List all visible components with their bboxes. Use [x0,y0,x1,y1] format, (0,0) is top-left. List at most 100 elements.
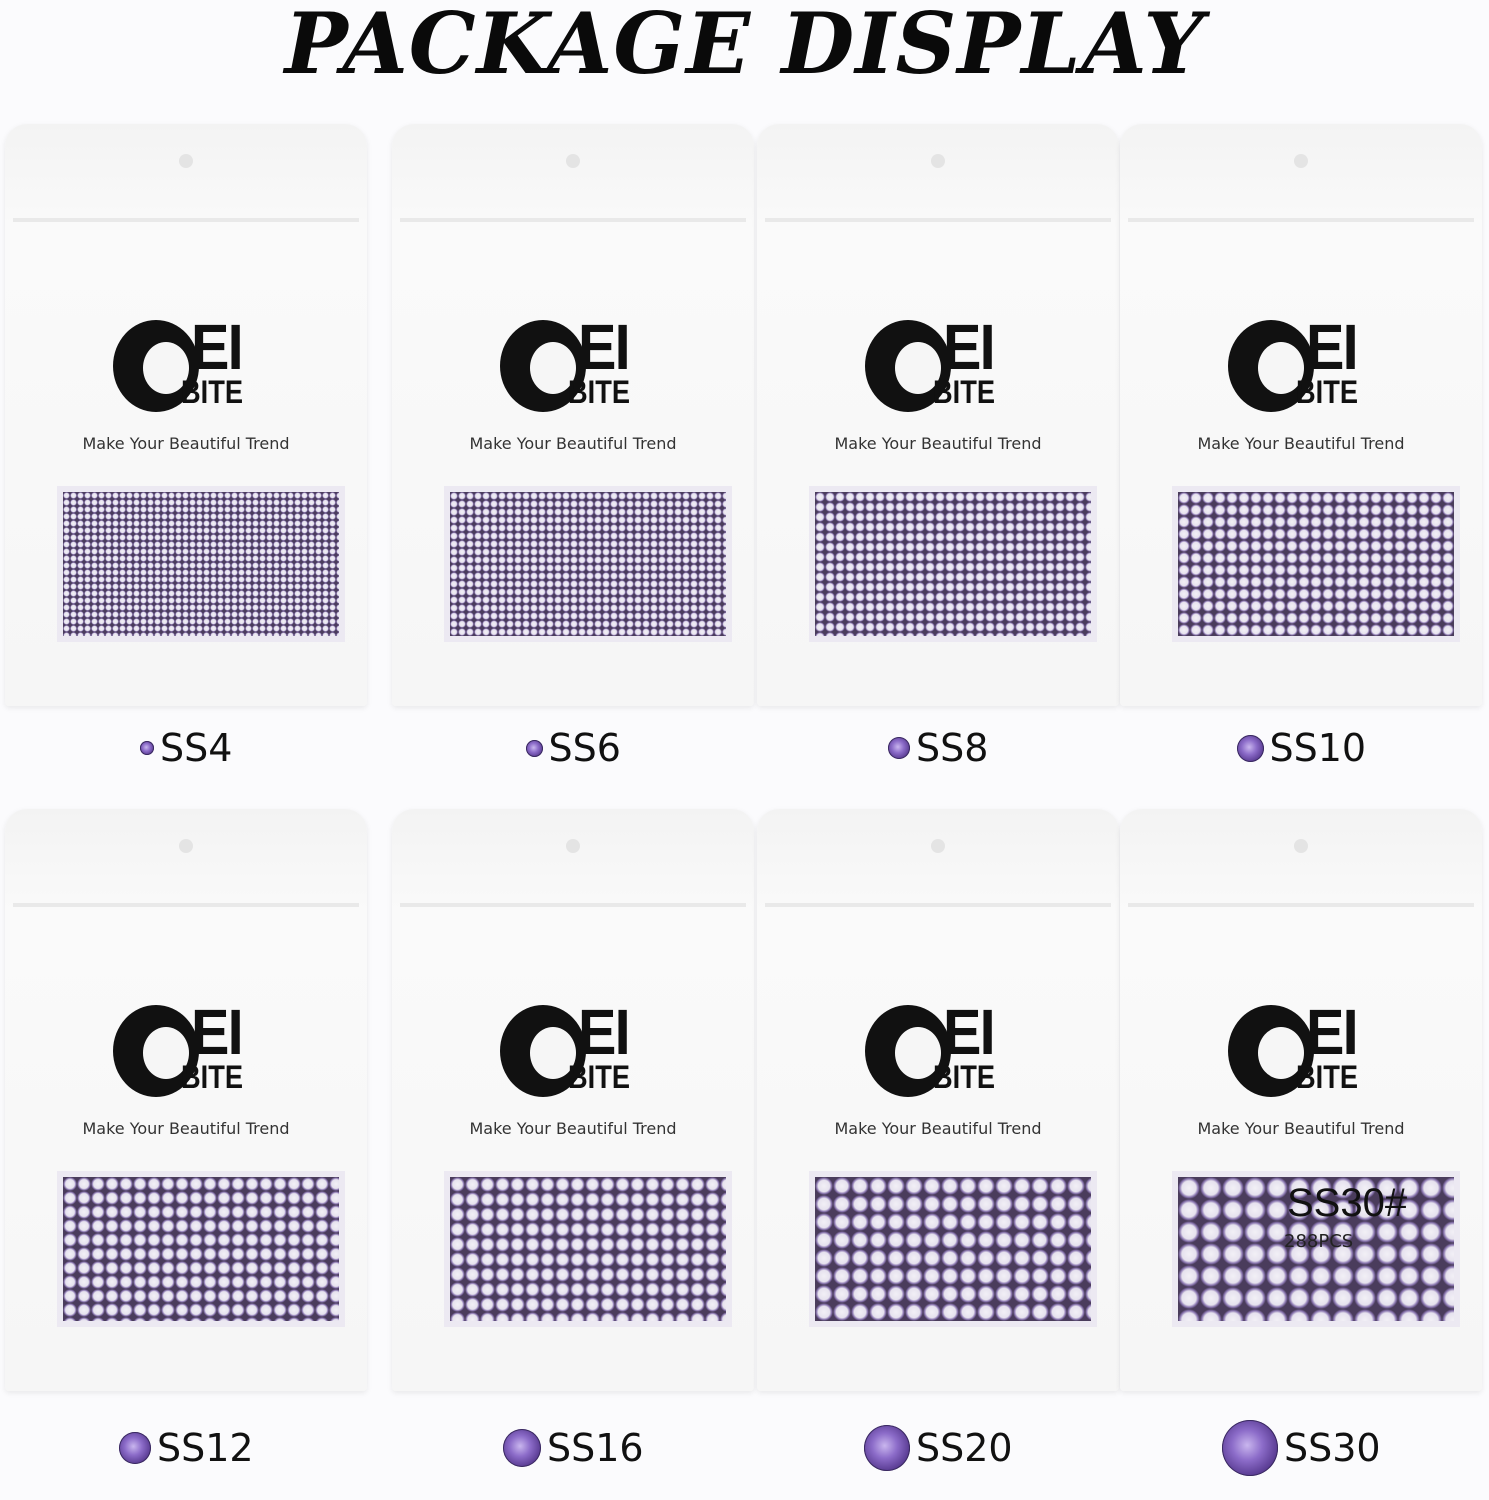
zip-seal [400,903,746,907]
page-title: PACKAGE DISPLAY [284,0,1205,93]
logo-text-bottom: BITE [181,374,243,410]
rhinestone-window [809,486,1097,642]
tagline: Make Your Beautiful Trend [82,1119,290,1138]
package-bag: EI BITE Make Your Beautiful Trend [5,124,367,706]
logo-text-top: EI [578,311,631,383]
logo-text-bottom: BITE [568,1059,630,1095]
logo-text-top: EI [943,996,996,1068]
size-text: SS16 [547,1426,644,1470]
brand-logo: EI BITE [1120,311,1482,424]
size-label: SS6 [525,726,621,770]
tagline: Make Your Beautiful Trend [1197,1119,1405,1138]
rhinestone-window [57,1171,345,1327]
rhinestones [63,492,339,636]
tagline: Make Your Beautiful Trend [469,434,677,453]
hang-hole [931,154,945,168]
zip-seal [13,218,359,222]
package-bag: EI BITE Make Your Beautiful Trend [392,809,754,1391]
rhinestone-icon [888,737,910,759]
size-label: SS12 [119,1426,254,1470]
tagline: Make Your Beautiful Trend [82,434,290,453]
logo-text-top: EI [943,311,996,383]
rhinestone-icon [525,739,543,757]
package-bag: EI BITE Make Your Beautiful Trend [757,809,1119,1391]
package-bag: EI BITE Make Your Beautiful Trend [1120,124,1482,706]
tagline: Make Your Beautiful Trend [834,434,1042,453]
rhinestone-icon [140,741,154,755]
rhinestones [1178,1177,1454,1321]
logo-text-top: EI [191,311,244,383]
logo-emblem [1228,320,1314,412]
hang-hole [566,154,580,168]
rhinestone-icon [864,1425,910,1471]
brand-logo: EI BITE [392,311,754,424]
logo-text-top: EI [1306,311,1359,383]
tagline: Make Your Beautiful Trend [834,1119,1042,1138]
size-text: SS6 [548,726,621,770]
logo-text-bottom: BITE [933,1059,995,1095]
logo-emblem [865,320,951,412]
hang-hole [1294,154,1308,168]
logo-emblem [500,1005,586,1097]
logo-emblem [113,1005,199,1097]
logo-text-bottom: BITE [568,374,630,410]
size-label: SS10 [1236,726,1367,770]
brand-logo: EI BITE [757,996,1119,1109]
inner-count-label: 288PCS [1284,1231,1354,1252]
logo-emblem [1228,1005,1314,1097]
zip-seal [400,218,746,222]
rhinestone-icon [119,1432,151,1464]
rhinestone-icon [503,1429,541,1467]
rhinestones [450,1177,726,1321]
size-label: SS8 [888,726,988,770]
package-bag: EI BITE Make Your Beautiful Trend [5,809,367,1391]
size-text: SS20 [916,1426,1013,1470]
package-bag: EI BITE Make Your Beautiful Trend [392,124,754,706]
size-label: SS30 [1222,1420,1381,1476]
size-text: SS4 [160,726,233,770]
brand-logo: EI BITE [757,311,1119,424]
hang-hole [566,839,580,853]
size-text: SS8 [916,726,989,770]
zip-seal [765,903,1111,907]
rhinestone-window [444,486,732,642]
zip-seal [1128,903,1474,907]
rhinestones [63,1177,339,1321]
hang-hole [179,154,193,168]
size-text: SS30 [1284,1426,1381,1470]
rhinestone-window [57,486,345,642]
brand-logo: EI BITE [5,996,367,1109]
size-text: SS10 [1269,726,1367,770]
size-text: SS12 [157,1426,254,1470]
size-label: SS16 [503,1426,644,1470]
package-bag: EI BITE Make Your Beautiful Trend [757,124,1119,706]
zip-seal [765,218,1111,222]
tagline: Make Your Beautiful Trend [469,1119,677,1138]
logo-text-bottom: BITE [1296,374,1358,410]
hang-hole [931,839,945,853]
rhinestone-window [444,1171,732,1327]
rhinestones [450,492,726,636]
brand-logo: EI BITE [5,311,367,424]
logo-text-bottom: BITE [933,374,995,410]
rhinestone-window [809,1171,1097,1327]
logo-text-top: EI [1306,996,1359,1068]
size-label: SS4 [140,726,232,770]
hang-hole [179,839,193,853]
tagline: Make Your Beautiful Trend [1197,434,1405,453]
rhinestone-window: SS30# 288PCS [1172,1171,1460,1327]
zip-seal [13,903,359,907]
hang-hole [1294,839,1308,853]
logo-emblem [113,320,199,412]
logo-text-top: EI [191,996,244,1068]
logo-emblem [500,320,586,412]
size-label: SS20 [864,1425,1013,1471]
rhinestone-icon [1222,1420,1278,1476]
rhinestones [815,1177,1091,1321]
inner-size-label: SS30# [1287,1181,1408,1225]
logo-text-bottom: BITE [181,1059,243,1095]
package-bag: EI BITE Make Your Beautiful Trend SS30# 288P… [1120,809,1482,1391]
zip-seal [1128,218,1474,222]
logo-text-bottom: BITE [1296,1059,1358,1095]
rhinestones [815,492,1091,636]
